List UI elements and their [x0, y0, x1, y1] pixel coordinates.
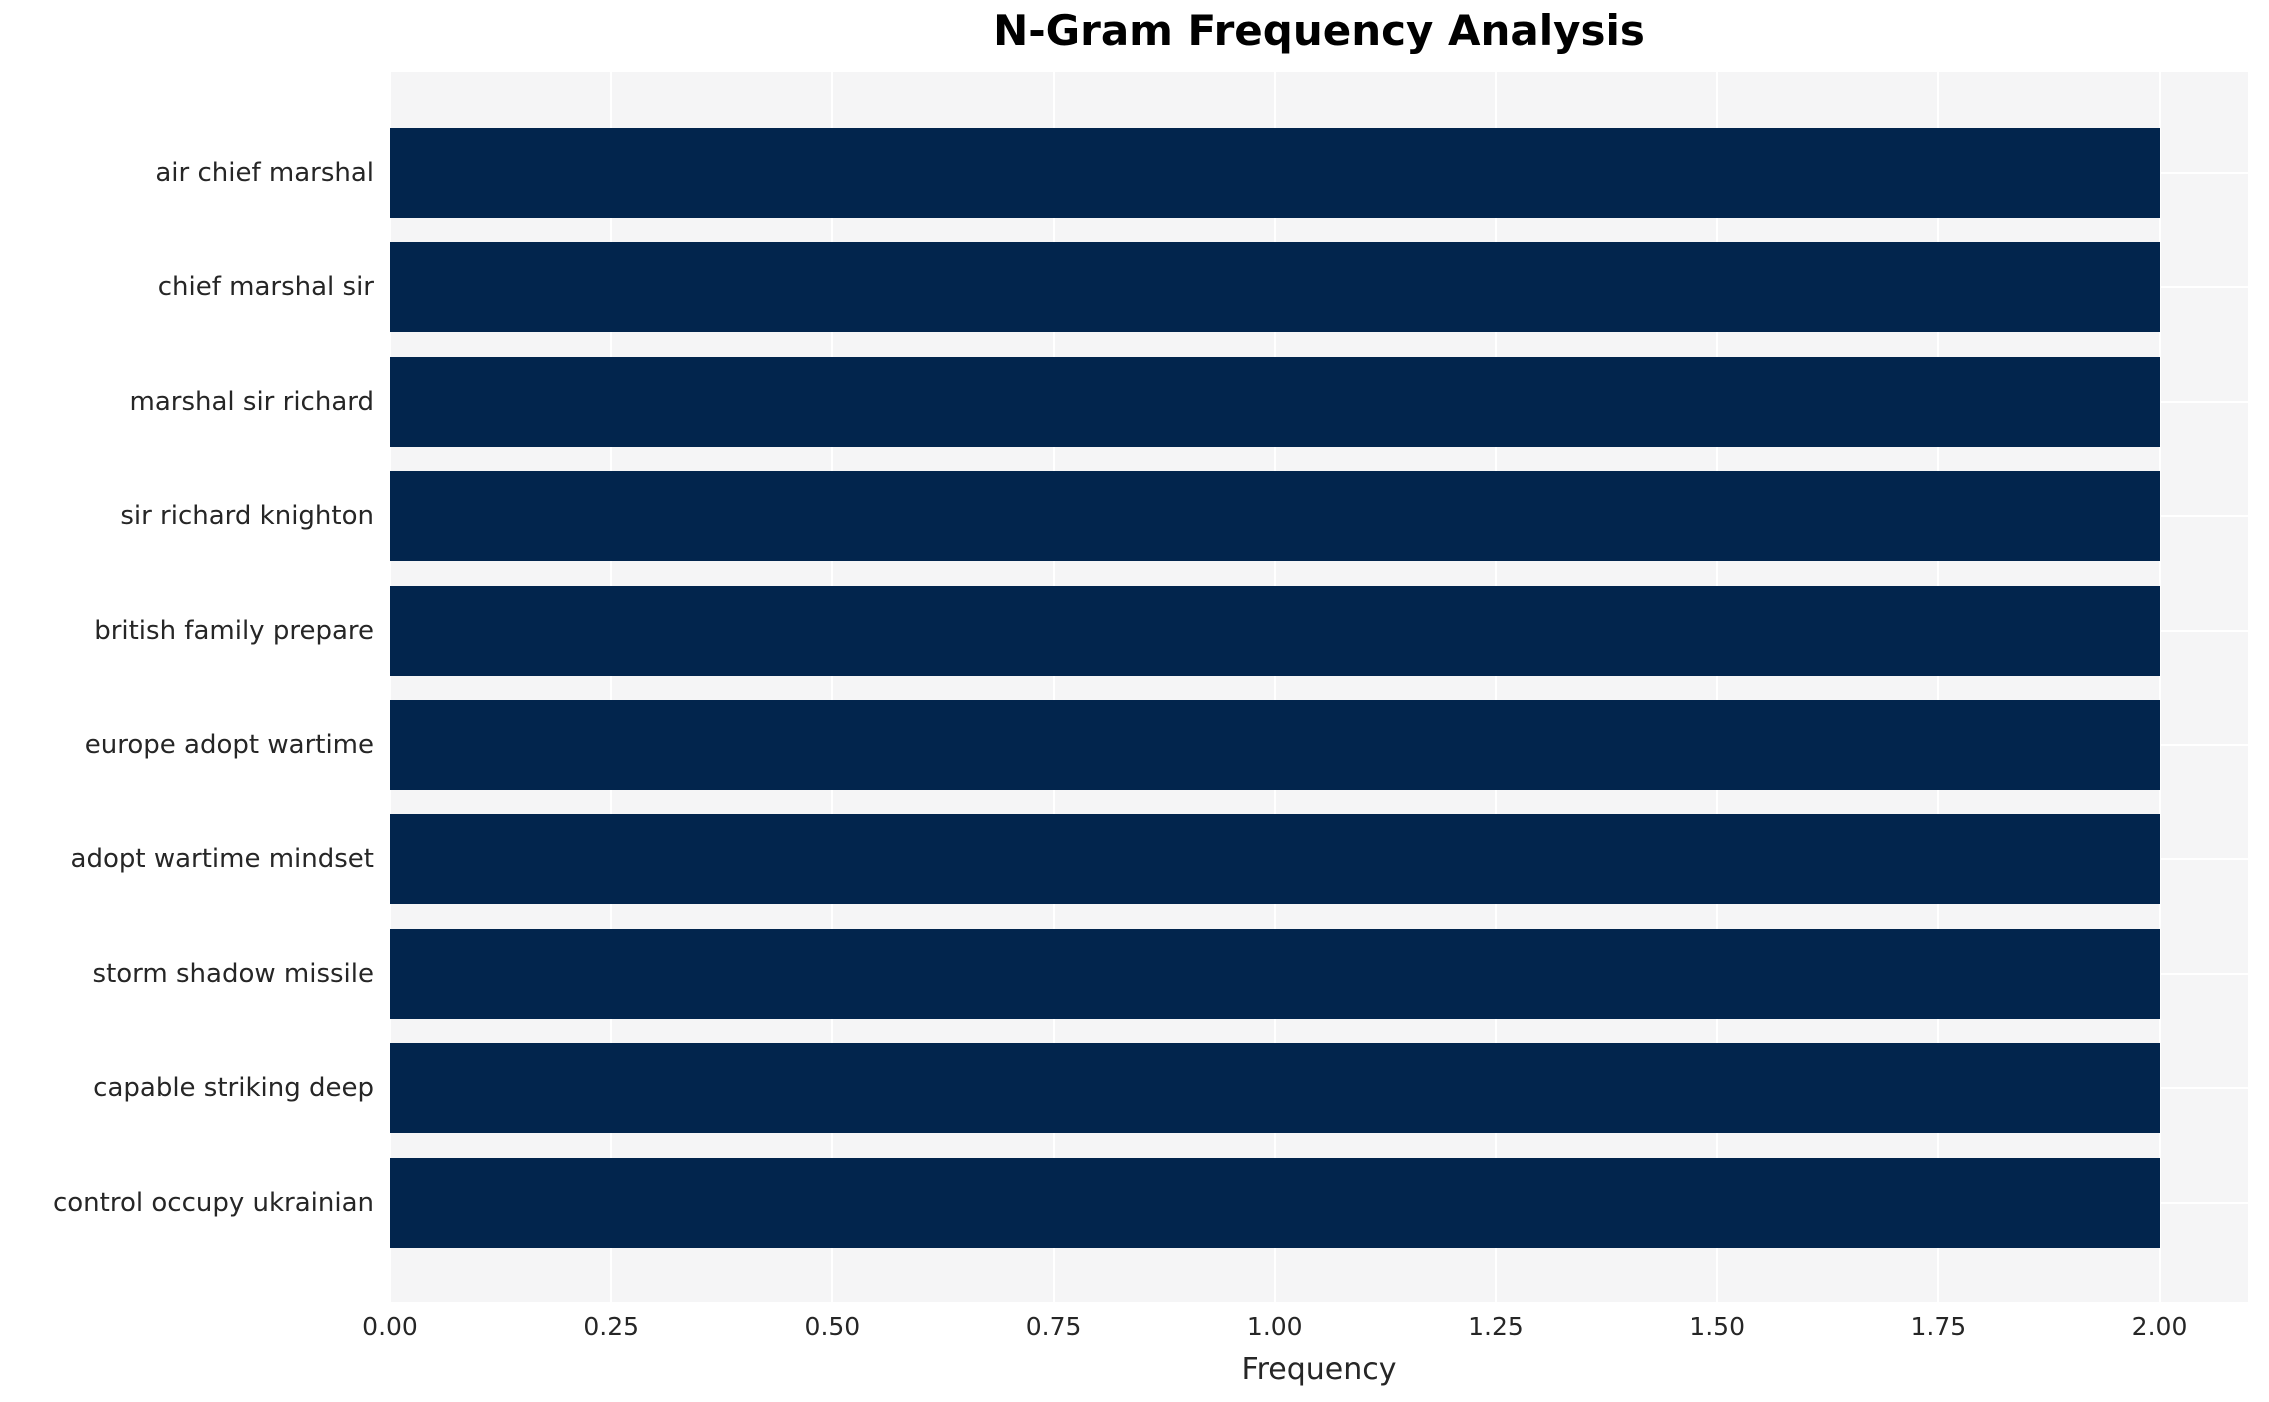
y-axis-label: sir richard knighton: [120, 501, 374, 532]
bar-row: air chief marshal: [155, 128, 2248, 218]
bar: [390, 585, 2160, 676]
v-gridline: [1052, 72, 1055, 1302]
bar: [390, 242, 2160, 333]
bar-row: europe adopt wartime: [85, 699, 2248, 790]
bar: [390, 928, 2160, 1019]
v-gridline: [1937, 72, 1940, 1302]
y-axis-label: air chief marshal: [155, 158, 374, 188]
bar-rows: air chief marshal chief marshal sir mars…: [53, 72, 2248, 1302]
plot-area: air chief marshal chief marshal sir mars…: [53, 72, 2248, 1302]
bar: [390, 356, 2160, 447]
x-tick-label: 1.50: [1689, 1312, 1745, 1341]
bar-row: storm shadow missile: [93, 928, 2248, 1019]
x-tick-label: 1.75: [1910, 1312, 1967, 1341]
bar-row: control occupy ukrainian: [53, 1157, 2248, 1248]
y-axis-label: capable striking deep: [93, 1073, 374, 1104]
v-gridline: [389, 72, 391, 1302]
x-tick-label: 1.25: [1468, 1312, 1524, 1341]
chart-title: N-Gram Frequency Analysis: [993, 6, 1645, 55]
v-gridline: [1273, 72, 1276, 1302]
v-gridline: [610, 72, 613, 1302]
y-axis-label: europe adopt wartime: [84, 729, 374, 760]
y-axis-label: marshal sir richard: [129, 386, 374, 417]
y-axis-label: chief marshal sir: [157, 272, 374, 303]
y-axis-label: storm shadow missile: [92, 958, 374, 989]
bar-row: adopt wartime mindset: [71, 814, 2248, 905]
bar: [390, 814, 2160, 905]
bar: [390, 471, 2160, 562]
x-axis-title: Frequency: [1241, 1352, 1397, 1387]
bar-row: capable striking deep: [93, 1043, 2248, 1134]
bar: [390, 1157, 2160, 1248]
y-axis-label: adopt wartime mindset: [70, 844, 374, 875]
x-tick-label: 0.25: [583, 1312, 640, 1341]
v-gridline: [1494, 72, 1497, 1302]
v-gridline: [831, 72, 834, 1302]
bar-row: marshal sir richard: [130, 356, 2248, 447]
bar-row: sir richard knighton: [120, 471, 2248, 562]
x-tick-label: 0.50: [804, 1312, 861, 1341]
y-axis-label: control occupy ukrainian: [52, 1187, 374, 1218]
x-tick-label: 0.00: [362, 1312, 418, 1341]
v-gridline: [2158, 72, 2161, 1302]
x-tick-label: 0.75: [1025, 1312, 1082, 1341]
y-axis-label: british family prepare: [94, 615, 374, 646]
bar: [390, 128, 2160, 218]
bar: [390, 699, 2160, 790]
bar-row: chief marshal sir: [158, 242, 2248, 333]
x-tick-label: 2.00: [2131, 1312, 2188, 1341]
x-tick-label: 1.00: [1246, 1312, 1303, 1341]
v-gridline: [1716, 72, 1719, 1302]
bar-row: british family prepare: [94, 585, 2248, 676]
bar: [390, 1043, 2160, 1134]
